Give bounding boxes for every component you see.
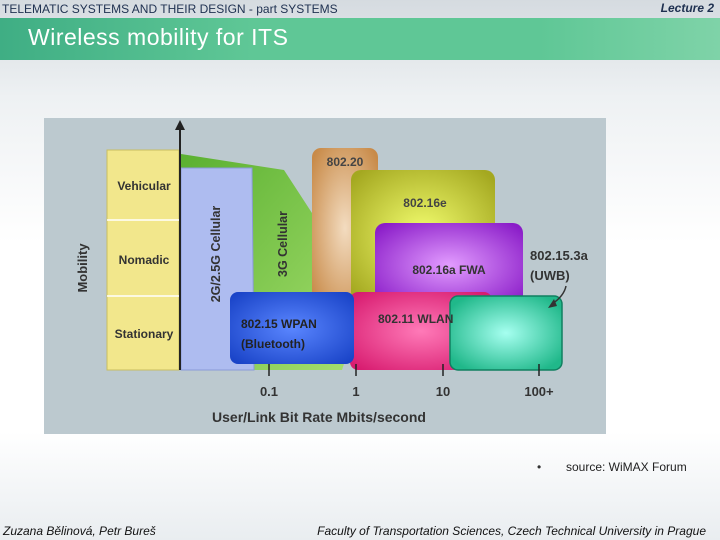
- source-bullet: •: [537, 460, 542, 474]
- mobility-level-stationary: Stationary: [115, 327, 174, 341]
- mobility-level-nomadic: Nomadic: [119, 253, 170, 267]
- wpan-80215-block: [230, 292, 354, 364]
- uwb-label-line1: 802.15.3a: [530, 248, 589, 263]
- y-axis-arrow-icon: [175, 120, 185, 130]
- uwb-label-line2: (UWB): [530, 268, 570, 283]
- x-tick-label: 10: [436, 384, 450, 399]
- wpan-label-line1: 802.15 WPAN: [241, 317, 317, 331]
- wpan-label-line2: (Bluetooth): [241, 337, 305, 351]
- lecture-label: Lecture 2: [660, 1, 714, 15]
- mobility-level-vehicular: Vehicular: [117, 179, 171, 193]
- footer-author: Zuzana Bělinová, Petr Bureš: [3, 524, 156, 538]
- y-axis-label: Mobility: [75, 243, 90, 293]
- mobility-band: [106, 149, 180, 371]
- wlan-80211-label: 802.11 WLAN: [378, 312, 453, 326]
- wimax-80220-label: 802.20: [327, 155, 364, 169]
- wimax-80216a-label: 802.16a FWA: [412, 263, 486, 277]
- slide-title: Wireless mobility for ITS: [28, 24, 289, 50]
- source-note: source: WiMAX Forum: [566, 460, 687, 474]
- x-tick-label: 0.1: [260, 384, 278, 399]
- x-axis-label: User/Link Bit Rate Mbits/second: [212, 409, 426, 425]
- footer-institution: Faculty of Transportation Sciences, Czec…: [317, 524, 706, 538]
- mobility-diagram: Vehicular Nomadic Stationary Mobility 0.…: [44, 118, 606, 434]
- cellular-2g-label: 2G/2.5G Cellular: [209, 206, 223, 303]
- uwb-block: [449, 295, 563, 371]
- x-tick-label: 1: [352, 384, 359, 399]
- wimax-80216e-label: 802.16e: [403, 196, 447, 210]
- course-title: TELEMATIC SYSTEMS AND THEIR DESIGN - par…: [2, 2, 338, 16]
- title-bar: [0, 18, 720, 60]
- cellular-3g-label: 3G Cellular: [276, 211, 290, 277]
- uwb-arrowhead-icon: [548, 299, 557, 308]
- wimax-80216a-block: [375, 223, 523, 307]
- x-tick-label: 100+: [524, 384, 554, 399]
